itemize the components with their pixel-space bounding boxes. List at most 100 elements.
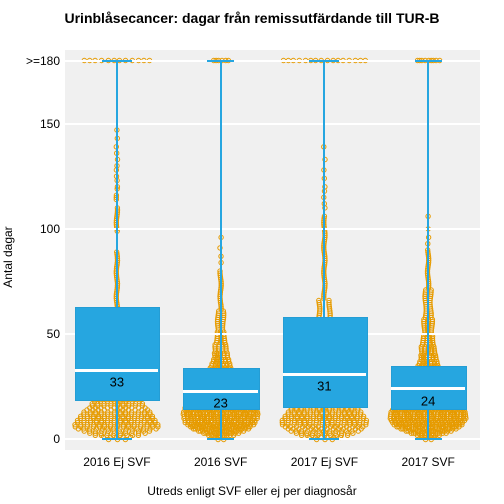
box (283, 317, 368, 407)
data-point (223, 418, 227, 422)
data-point (199, 412, 203, 416)
data-point (132, 423, 136, 427)
data-point (364, 418, 368, 422)
data-point (222, 412, 226, 416)
data-point (233, 427, 237, 431)
data-point (358, 418, 362, 422)
data-point (300, 414, 304, 418)
data-point (422, 347, 426, 351)
data-point (453, 412, 457, 416)
data-point (396, 416, 400, 420)
data-point (330, 423, 334, 427)
data-point (446, 418, 450, 422)
data-point (294, 408, 298, 412)
data-point (429, 345, 433, 349)
data-point (211, 433, 215, 437)
data-point (418, 359, 422, 363)
data-point (255, 416, 259, 420)
data-point (225, 418, 229, 422)
data-point (308, 418, 312, 422)
data-point (410, 420, 414, 424)
data-point (407, 414, 411, 418)
data-point (403, 420, 407, 424)
data-point (210, 362, 214, 366)
data-point (412, 410, 416, 414)
data-point (422, 427, 426, 431)
data-point (211, 414, 215, 418)
data-point (435, 427, 439, 431)
data-point (458, 414, 462, 418)
data-point (215, 351, 219, 355)
data-point (198, 414, 202, 418)
data-point (221, 309, 225, 313)
x-tick-label: 2017 Ej SVF (291, 455, 358, 469)
data-point (459, 410, 463, 414)
data-point (92, 423, 96, 427)
data-point (358, 423, 362, 427)
data-point (207, 423, 211, 427)
data-point (148, 410, 152, 414)
data-point (350, 416, 354, 420)
data-point (255, 410, 259, 414)
data-point (214, 412, 218, 416)
data-point (417, 416, 421, 420)
data-point (246, 420, 250, 424)
data-point (419, 345, 423, 349)
data-point (347, 427, 351, 431)
data-point (447, 420, 451, 424)
data-point (437, 433, 441, 437)
data-point (356, 408, 360, 412)
data-point (444, 427, 448, 431)
data-point (188, 412, 192, 416)
data-point (215, 427, 219, 431)
data-point (394, 416, 398, 420)
data-point (225, 427, 229, 431)
data-point (239, 414, 243, 418)
data-point (148, 420, 152, 424)
data-point (438, 412, 442, 416)
data-point (462, 418, 466, 422)
data-point (318, 307, 322, 311)
median-line (283, 373, 366, 376)
data-point (227, 427, 231, 431)
data-point (213, 353, 217, 357)
data-point (241, 410, 245, 414)
data-point (405, 414, 409, 418)
data-point (312, 429, 316, 433)
data-point (442, 416, 446, 420)
data-point (136, 429, 140, 433)
data-point (417, 412, 421, 416)
data-point (292, 423, 296, 427)
data-point (243, 410, 247, 414)
data-point (189, 425, 193, 429)
data-point (198, 423, 202, 427)
data-point (96, 414, 100, 418)
data-point (243, 418, 247, 422)
data-point (317, 429, 321, 433)
data-point (130, 406, 134, 410)
data-point (419, 412, 423, 416)
data-point (306, 425, 310, 429)
data-point (405, 423, 409, 427)
data-point (417, 414, 421, 418)
y-tick-label-top: >=180 (10, 54, 60, 68)
data-point (188, 410, 192, 414)
data-point (404, 410, 408, 414)
data-point (412, 420, 416, 424)
data-point (90, 402, 94, 406)
data-point (361, 414, 365, 418)
data-point (438, 429, 442, 433)
x-tick-label: 2017 SVF (401, 455, 454, 469)
data-point (286, 423, 290, 427)
data-point (225, 429, 229, 433)
data-point (211, 416, 215, 420)
data-point (406, 410, 410, 414)
data-point (231, 433, 235, 437)
data-point (289, 416, 293, 420)
data-point (199, 420, 203, 424)
data-point (451, 412, 455, 416)
data-point (229, 414, 233, 418)
data-point (336, 423, 340, 427)
data-point (191, 425, 195, 429)
data-point (224, 425, 228, 429)
